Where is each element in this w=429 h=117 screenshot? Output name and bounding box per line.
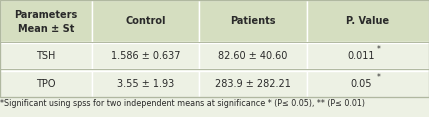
Bar [0, 71, 92, 97]
Text: Parameters: Parameters [15, 10, 78, 20]
Text: TSH: TSH [36, 51, 56, 61]
Text: Mean ± St: Mean ± St [18, 24, 74, 34]
Text: Patients: Patients [230, 16, 276, 26]
Text: 0.05: 0.05 [350, 79, 372, 89]
Text: TPO: TPO [36, 79, 56, 89]
Bar [0, 0, 429, 97]
Bar [199, 43, 307, 69]
Bar [92, 71, 199, 97]
Bar [307, 0, 429, 42]
Bar [0, 0, 92, 42]
Text: 283.9 ± 282.21: 283.9 ± 282.21 [215, 79, 291, 89]
Text: 0.011: 0.011 [347, 51, 375, 61]
Text: *: * [377, 45, 381, 54]
Bar [307, 71, 429, 97]
Bar [199, 0, 307, 42]
Text: *: * [377, 73, 381, 82]
Bar [0, 43, 92, 69]
Text: Control: Control [126, 16, 166, 26]
Bar [92, 0, 199, 42]
Bar [307, 43, 429, 69]
Text: P. Value: P. Value [346, 16, 390, 26]
Text: 82.60 ± 40.60: 82.60 ± 40.60 [218, 51, 288, 61]
Bar [92, 43, 199, 69]
Text: 3.55 ± 1.93: 3.55 ± 1.93 [117, 79, 175, 89]
Bar [199, 71, 307, 97]
Text: *Significant using spss for two independent means at significance * (P≤ 0.05), *: *Significant using spss for two independ… [0, 99, 365, 108]
Text: 1.586 ± 0.637: 1.586 ± 0.637 [111, 51, 181, 61]
